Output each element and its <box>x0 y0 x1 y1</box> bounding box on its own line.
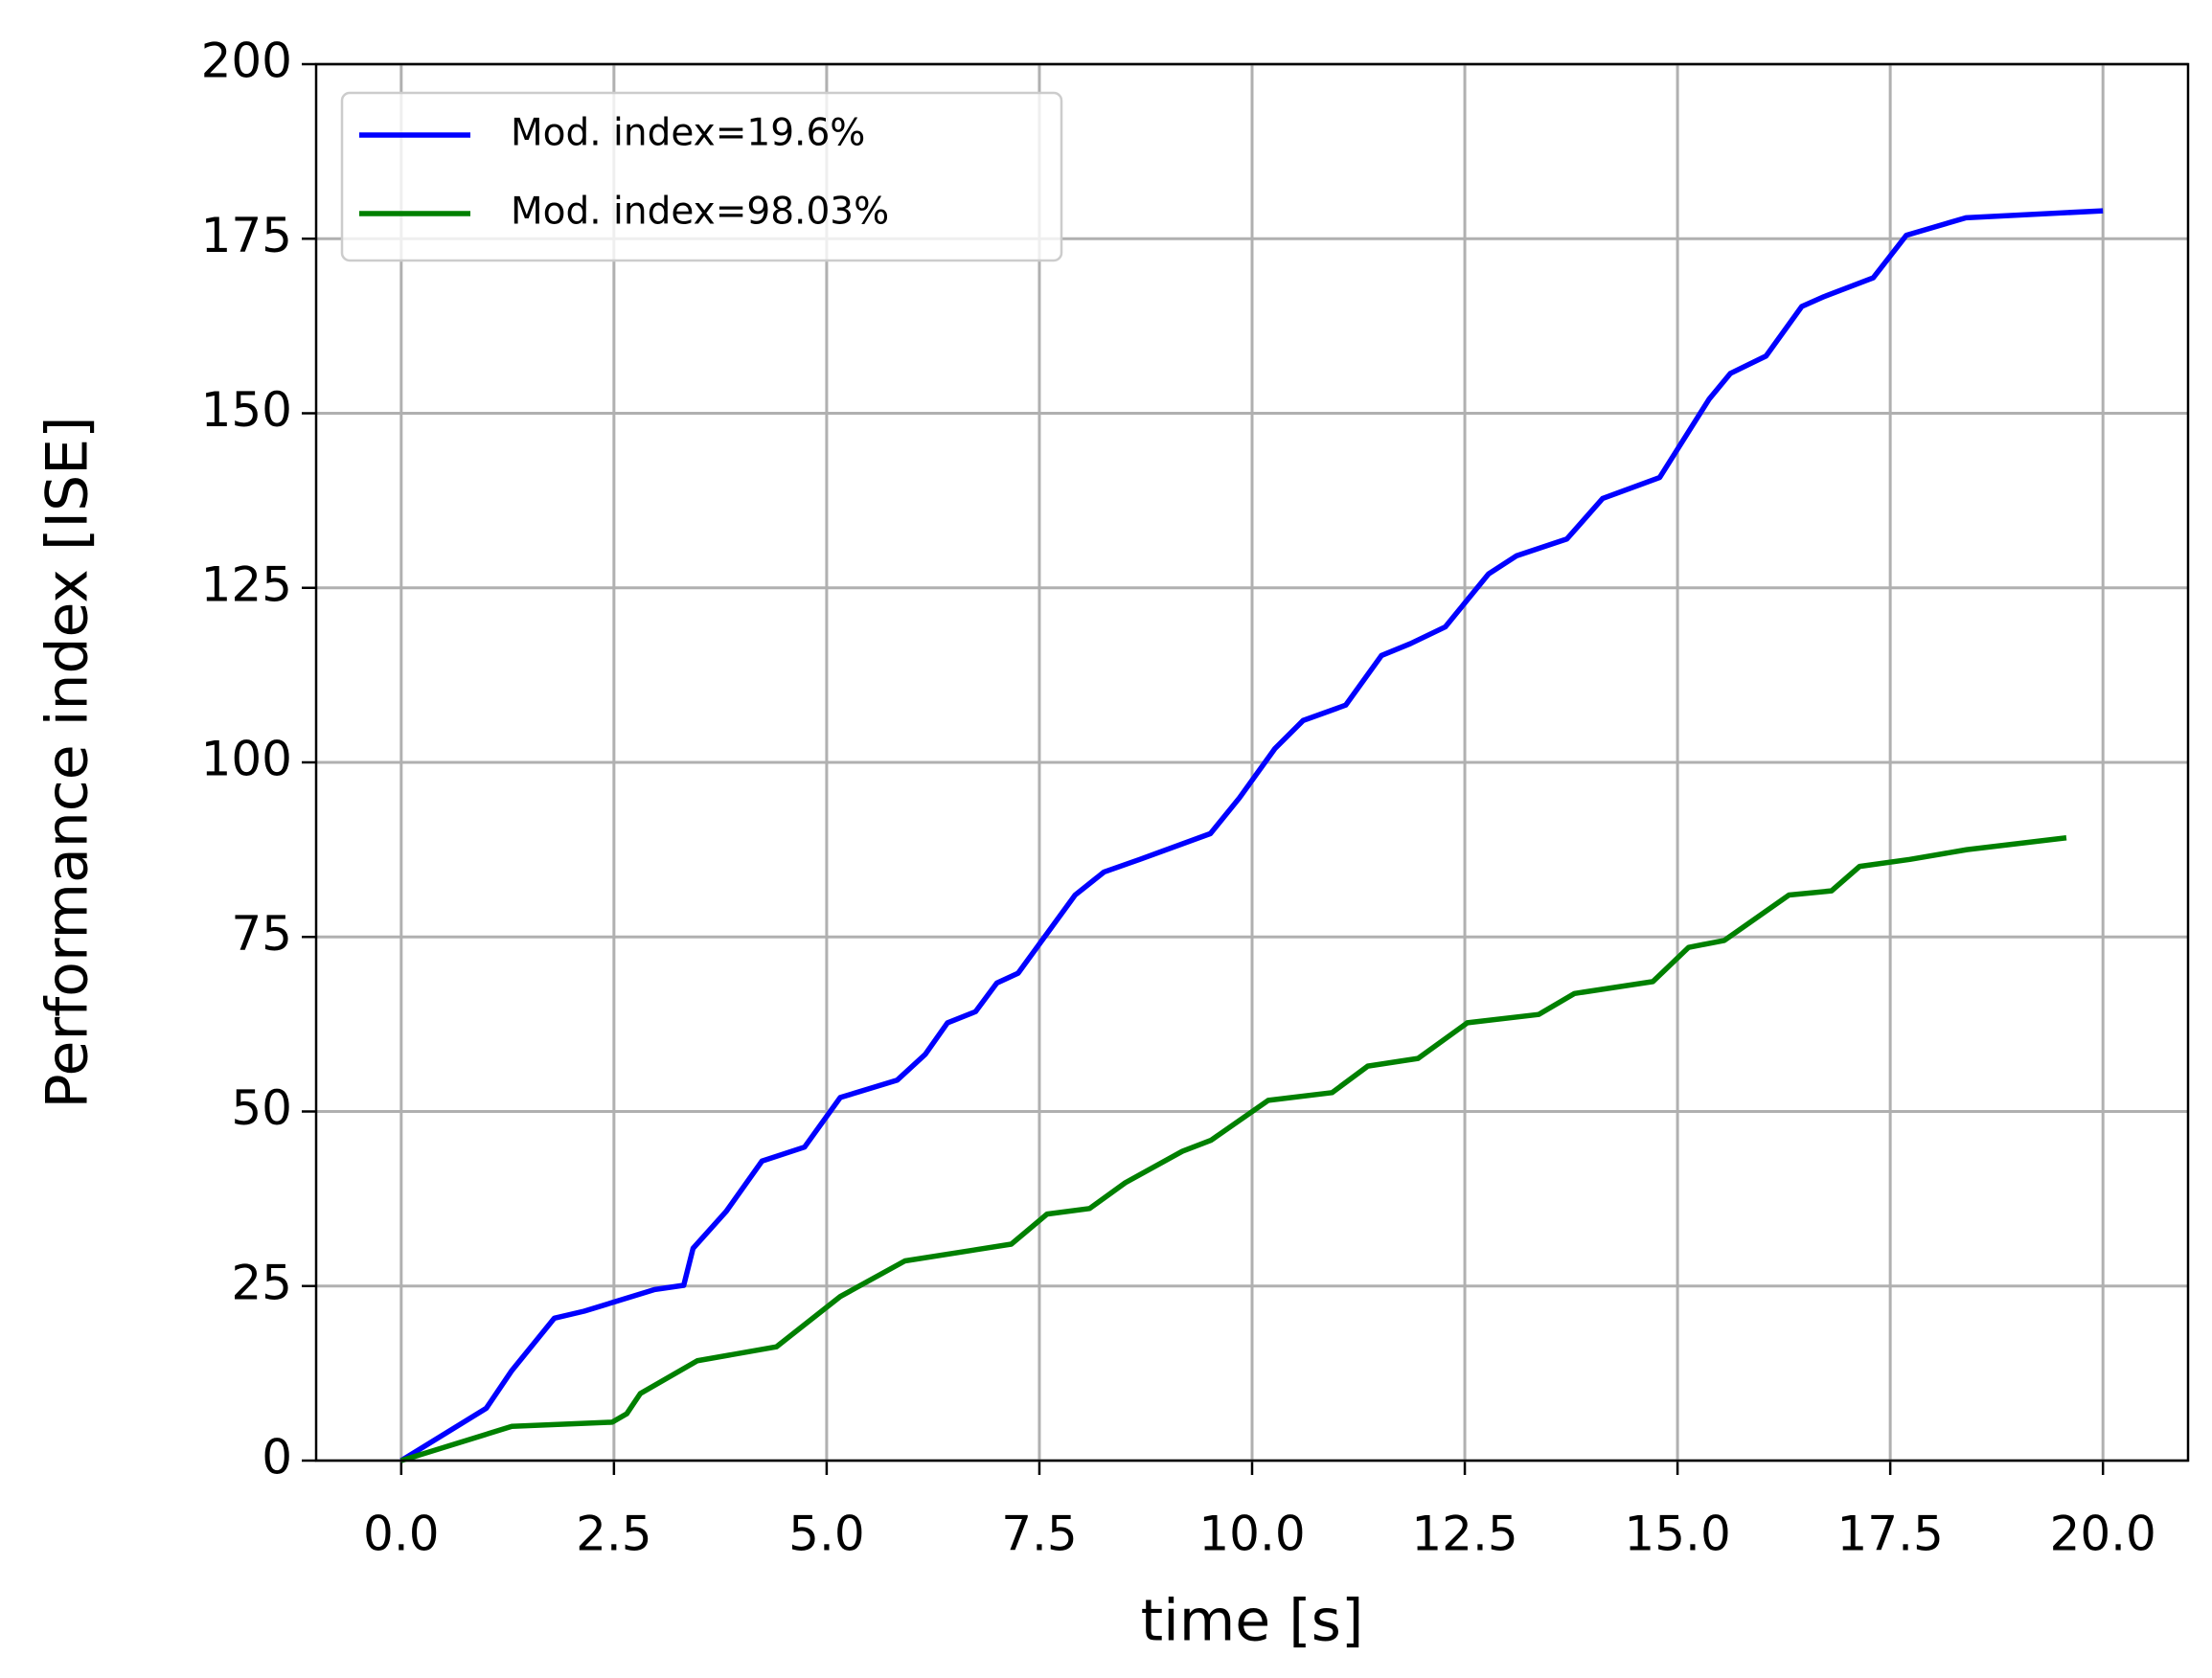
y-tick-label: 125 <box>201 556 292 612</box>
x-tick-label: 20.0 <box>2050 1507 2156 1562</box>
x-tick-label: 5.0 <box>788 1507 865 1562</box>
x-tick-label: 17.5 <box>1836 1507 1943 1562</box>
x-tick-label: 12.5 <box>1411 1507 1517 1562</box>
axes-frame <box>314 62 2190 1463</box>
y-tick-label: 0 <box>262 1430 292 1485</box>
x-tick-label: 2.5 <box>576 1507 652 1562</box>
legend-box <box>340 91 1063 262</box>
y-axis-label: Performance index [ISE] <box>34 416 102 1108</box>
x-axis-label: time [s] <box>1141 1588 1364 1655</box>
data-line <box>400 835 2067 1463</box>
y-tick-label: 150 <box>201 382 292 438</box>
x-tick-label: 10.0 <box>1198 1507 1305 1562</box>
y-tick-label: 50 <box>231 1080 292 1136</box>
x-tick-label: 0.0 <box>363 1507 440 1562</box>
legend-label: Mod. index=98.03% <box>511 191 889 234</box>
y-tick-label: 25 <box>231 1255 292 1310</box>
y-tick-label: 200 <box>201 34 292 89</box>
x-tick-label: 7.5 <box>1001 1507 1078 1562</box>
legend-label: Mod. index=19.6% <box>511 112 865 155</box>
y-tick-label: 100 <box>201 732 292 787</box>
data-line <box>399 208 2104 1463</box>
y-tick-label: 175 <box>201 208 292 263</box>
x-tick-label: 15.0 <box>1624 1507 1730 1562</box>
y-tick-label: 75 <box>231 906 292 962</box>
